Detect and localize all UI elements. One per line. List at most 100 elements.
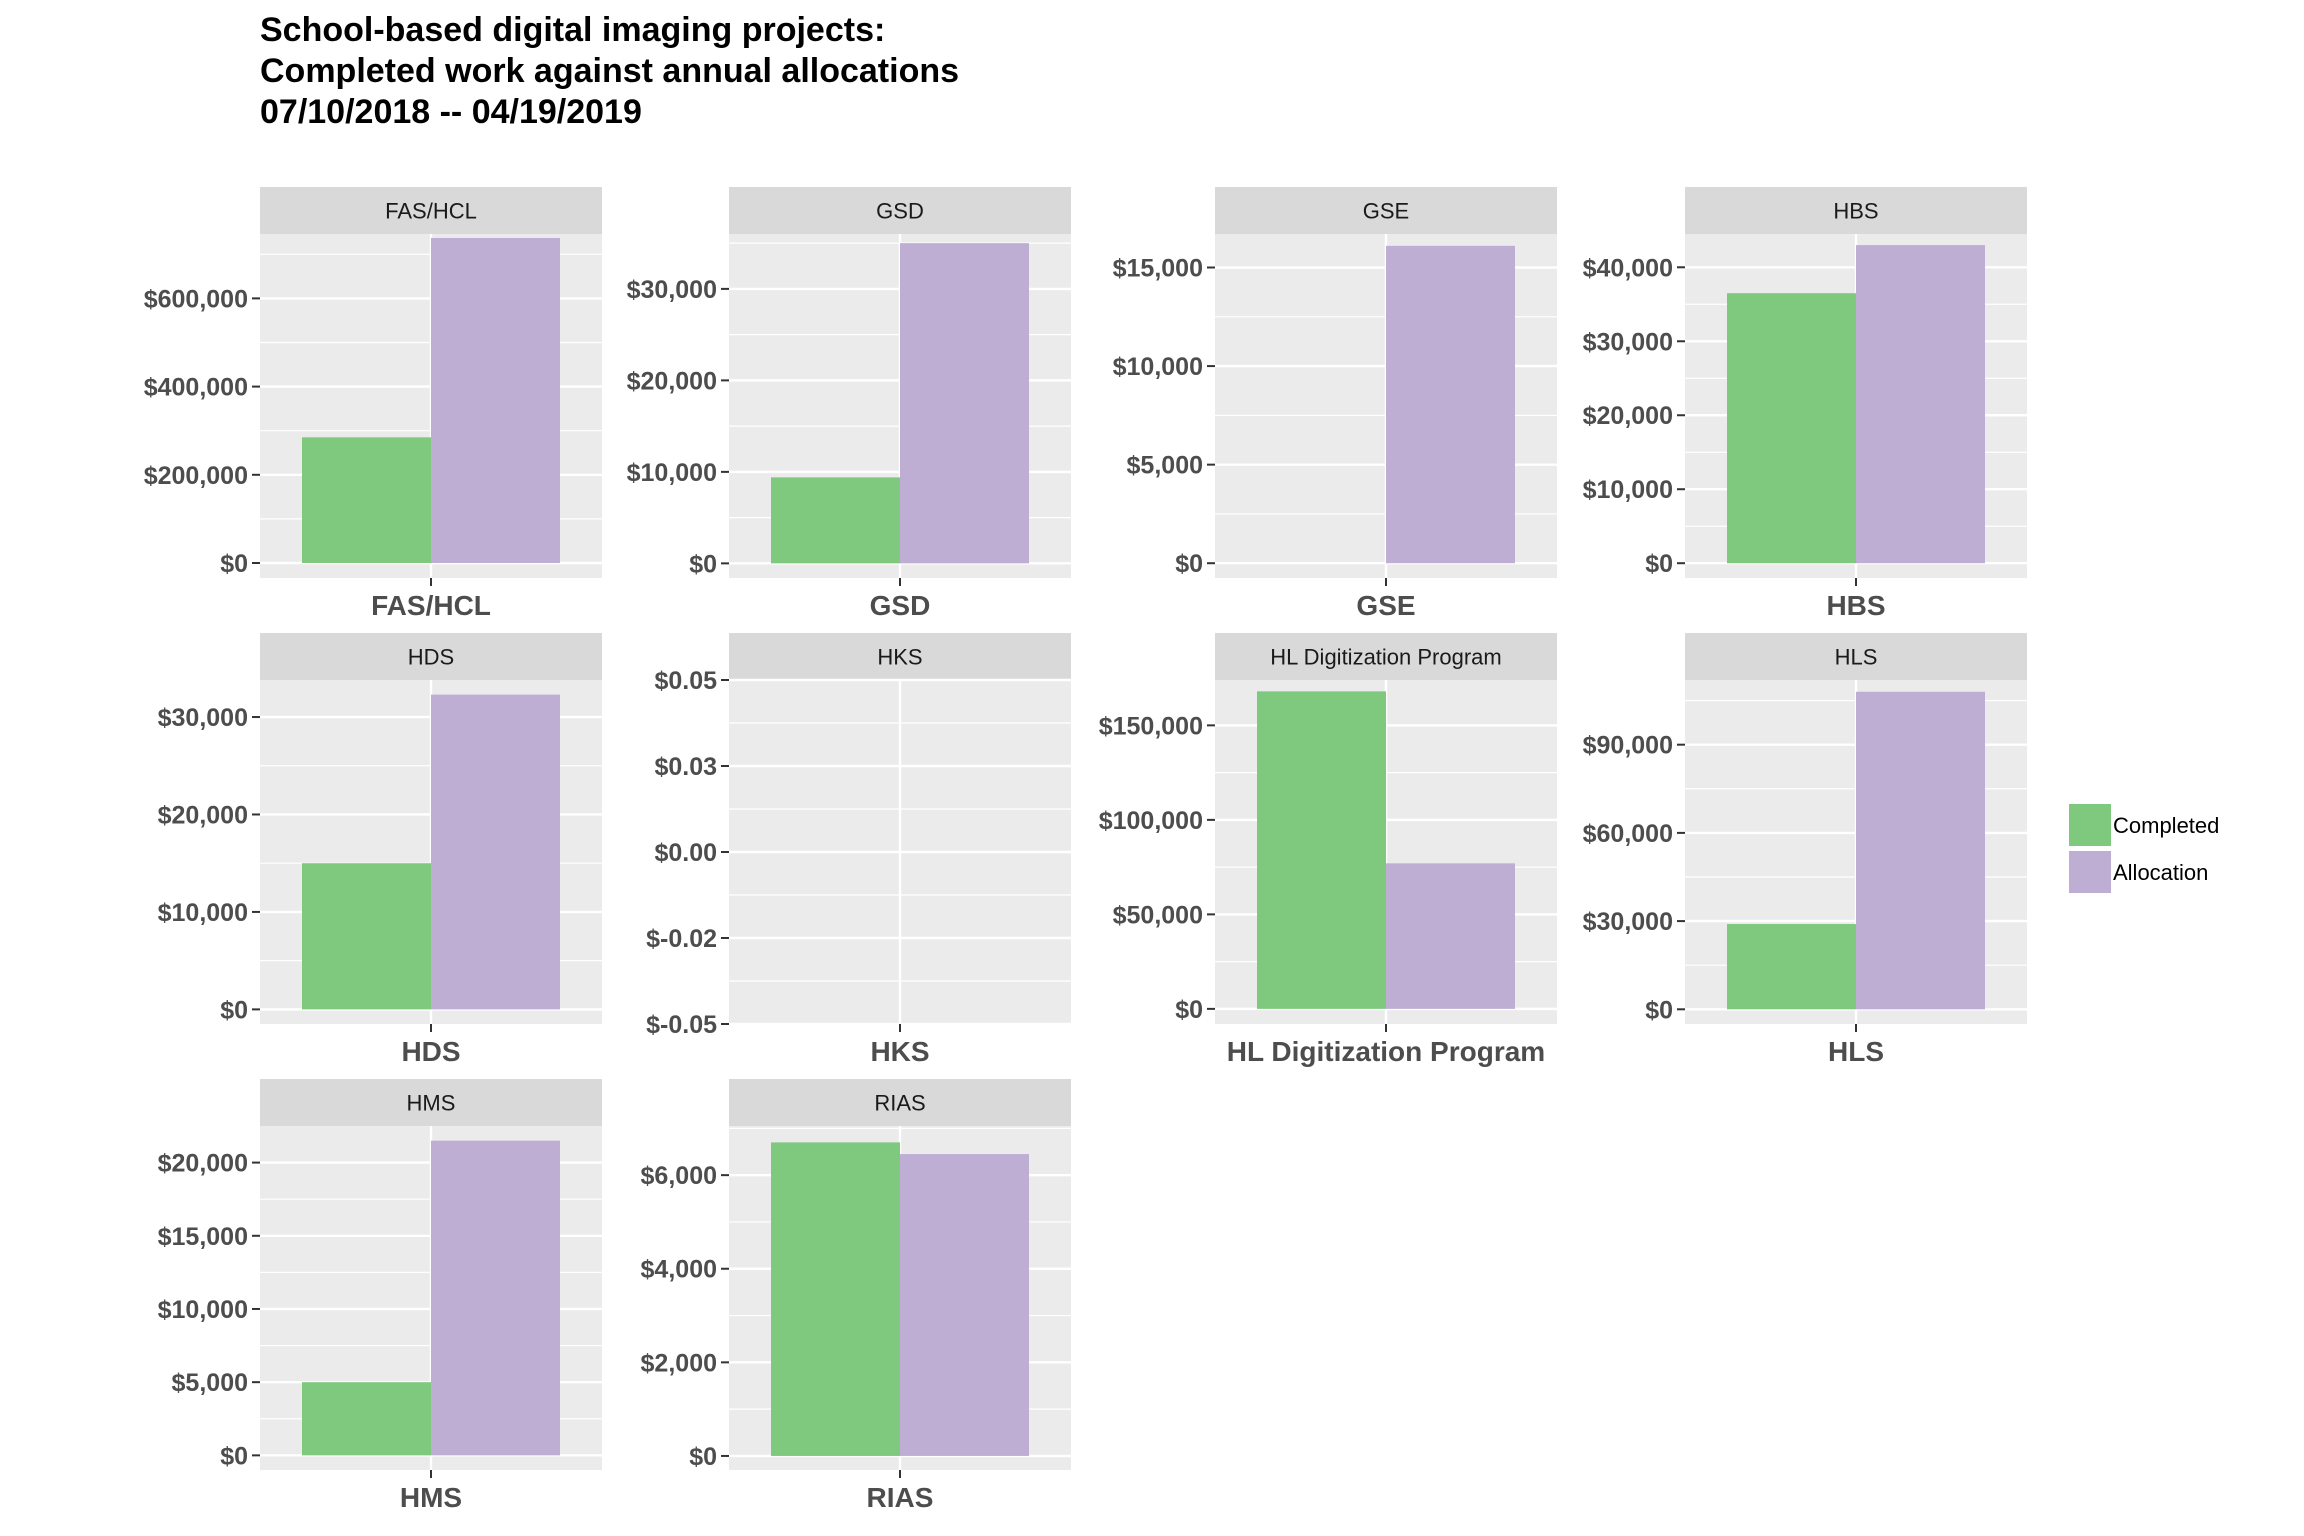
y-tick-label: $0 [220,996,248,1024]
y-tick-label: $0.05 [654,667,717,695]
legend-swatch-allocation [2069,851,2111,893]
panel-strip [1215,187,1557,234]
panel-rias: RIAS $0 $2,000 $4,000 $6,000 RIAS [641,1079,1071,1513]
panel-strip [729,187,1071,234]
bar-allocation [1386,245,1515,564]
y-tick-label: $0 [1645,996,1673,1024]
y-tick-label: $15,000 [1113,255,1203,283]
panel-hl-digitization-program: HL Digitization Program $0 $50,000 $100,000… [1099,633,1557,1067]
panel-strip [260,633,602,680]
bar-allocation [1856,245,1985,564]
bar-allocation [431,1140,560,1456]
panel-strip-label: HKS [877,645,922,670]
x-category-label: HMS [400,1482,462,1513]
panel-strip [1215,633,1557,680]
panel-strip-label: FAS/HCL [385,199,477,224]
y-tick-label: $30,000 [1583,328,1673,356]
x-category-label: FAS/HCL [371,590,491,621]
bar-completed [1727,924,1856,1010]
panel-strip [729,1079,1071,1126]
panel-gsd: GSD $0 $10,000 $20,000 $30,000 GSD [627,187,1071,621]
bar-completed [771,477,900,564]
y-tick-label: $0.00 [654,839,717,867]
panel-gse: GSE $0 $5,000 $10,000 $15,000 GSE [1113,187,1557,621]
panel-hbs: HBS $0 $10,000 $20,000 $30,000 $40,000 HBS [1583,187,2027,621]
y-tick-label: $100,000 [1099,807,1203,835]
y-tick-label: $20,000 [158,801,248,829]
bar-completed [302,437,431,564]
y-tick-label: $30,000 [1583,908,1673,936]
chart-title-line-3: 07/10/2018 -- 04/19/2019 [260,93,642,131]
y-tick-label: $20,000 [158,1150,248,1178]
y-tick-label: $50,000 [1113,901,1203,929]
bar-allocation [1386,863,1515,1009]
y-tick-label: $10,000 [158,1296,248,1324]
bar-completed [771,1142,900,1456]
x-category-label: HBS [1826,590,1885,621]
legend-swatch-completed [2069,804,2111,846]
panel-strip-label: HLS [1835,645,1878,670]
y-tick-label: $90,000 [1583,732,1673,760]
y-tick-label: $0.03 [654,753,717,781]
y-tick-label: $30,000 [158,704,248,732]
bar-allocation [900,1154,1029,1456]
y-tick-label: $40,000 [1583,254,1673,282]
y-tick-label: $0 [220,550,248,578]
panel-strip-label: HDS [408,645,454,670]
x-category-label: RIAS [867,1482,934,1513]
panel-fas-hcl: FAS/HCL $0 $200,000 $400,000 $600,000 FAS/HCL [144,187,602,621]
y-tick-label: $0 [689,550,717,578]
legend: Completed Allocation [2069,804,2219,893]
y-tick-label: $20,000 [1583,402,1673,430]
y-tick-label: $0 [1175,996,1203,1024]
y-tick-label: $6,000 [641,1162,717,1190]
panel-hks: HKS $-0.05 $-0.02 $0.00 $0.03 $0.05 HKS [646,633,1071,1067]
x-category-label: HDS [401,1036,460,1067]
y-tick-label: $30,000 [627,276,717,304]
y-tick-label: $-0.02 [646,925,717,953]
panel-strip [260,187,602,234]
legend-label-allocation: Allocation [2113,860,2208,885]
x-category-label: GSD [870,590,931,621]
y-tick-label: $10,000 [1113,353,1203,381]
panel-strip-label: GSE [1363,199,1409,224]
legend-label-completed: Completed [2113,813,2219,838]
y-tick-label: $5,000 [1127,452,1203,480]
panel-hls: HLS $0 $30,000 $60,000 $90,000 HLS [1583,633,2027,1067]
panel-strip-label: HMS [407,1091,456,1116]
panel-strip-label: HBS [1833,199,1878,224]
y-tick-label: $0 [1645,550,1673,578]
y-tick-label: $10,000 [1583,476,1673,504]
bar-allocation [431,694,560,1010]
bar-completed [1727,293,1856,564]
panel-strip-label: HL Digitization Program [1270,645,1502,670]
panel-strip [260,1079,602,1126]
y-tick-label: $10,000 [627,459,717,487]
y-tick-label: $15,000 [158,1223,248,1251]
x-category-label: HLS [1828,1036,1884,1067]
x-category-label: HL Digitization Program [1227,1036,1545,1067]
y-tick-label: $600,000 [144,285,248,313]
bar-completed [302,1382,431,1456]
y-tick-label: $4,000 [641,1256,717,1284]
y-tick-label: $0 [689,1443,717,1471]
y-tick-label: $0 [220,1442,248,1470]
y-tick-label: $0 [1175,550,1203,578]
y-tick-label: $400,000 [144,374,248,402]
bar-allocation [900,243,1029,564]
y-tick-label: $10,000 [158,899,248,927]
chart-title-line-2: Completed work against annual allocation… [260,52,960,90]
chart-title-line-1: School-based digital imaging projects: [260,11,886,49]
bar-allocation [1856,691,1985,1010]
bar-completed [1257,691,1386,1009]
y-tick-label: $5,000 [172,1369,248,1397]
x-category-label: GSE [1356,590,1415,621]
bar-allocation [431,237,560,564]
panel-strip [1685,633,2027,680]
panel-hms: HMS $0 $5,000 $10,000 $15,000 $20,000 HMS [158,1079,602,1513]
y-tick-label: $-0.05 [646,1011,717,1039]
panel-hds: HDS $0 $10,000 $20,000 $30,000 HDS [158,633,602,1067]
x-category-label: HKS [870,1036,929,1067]
y-tick-label: $60,000 [1583,820,1673,848]
